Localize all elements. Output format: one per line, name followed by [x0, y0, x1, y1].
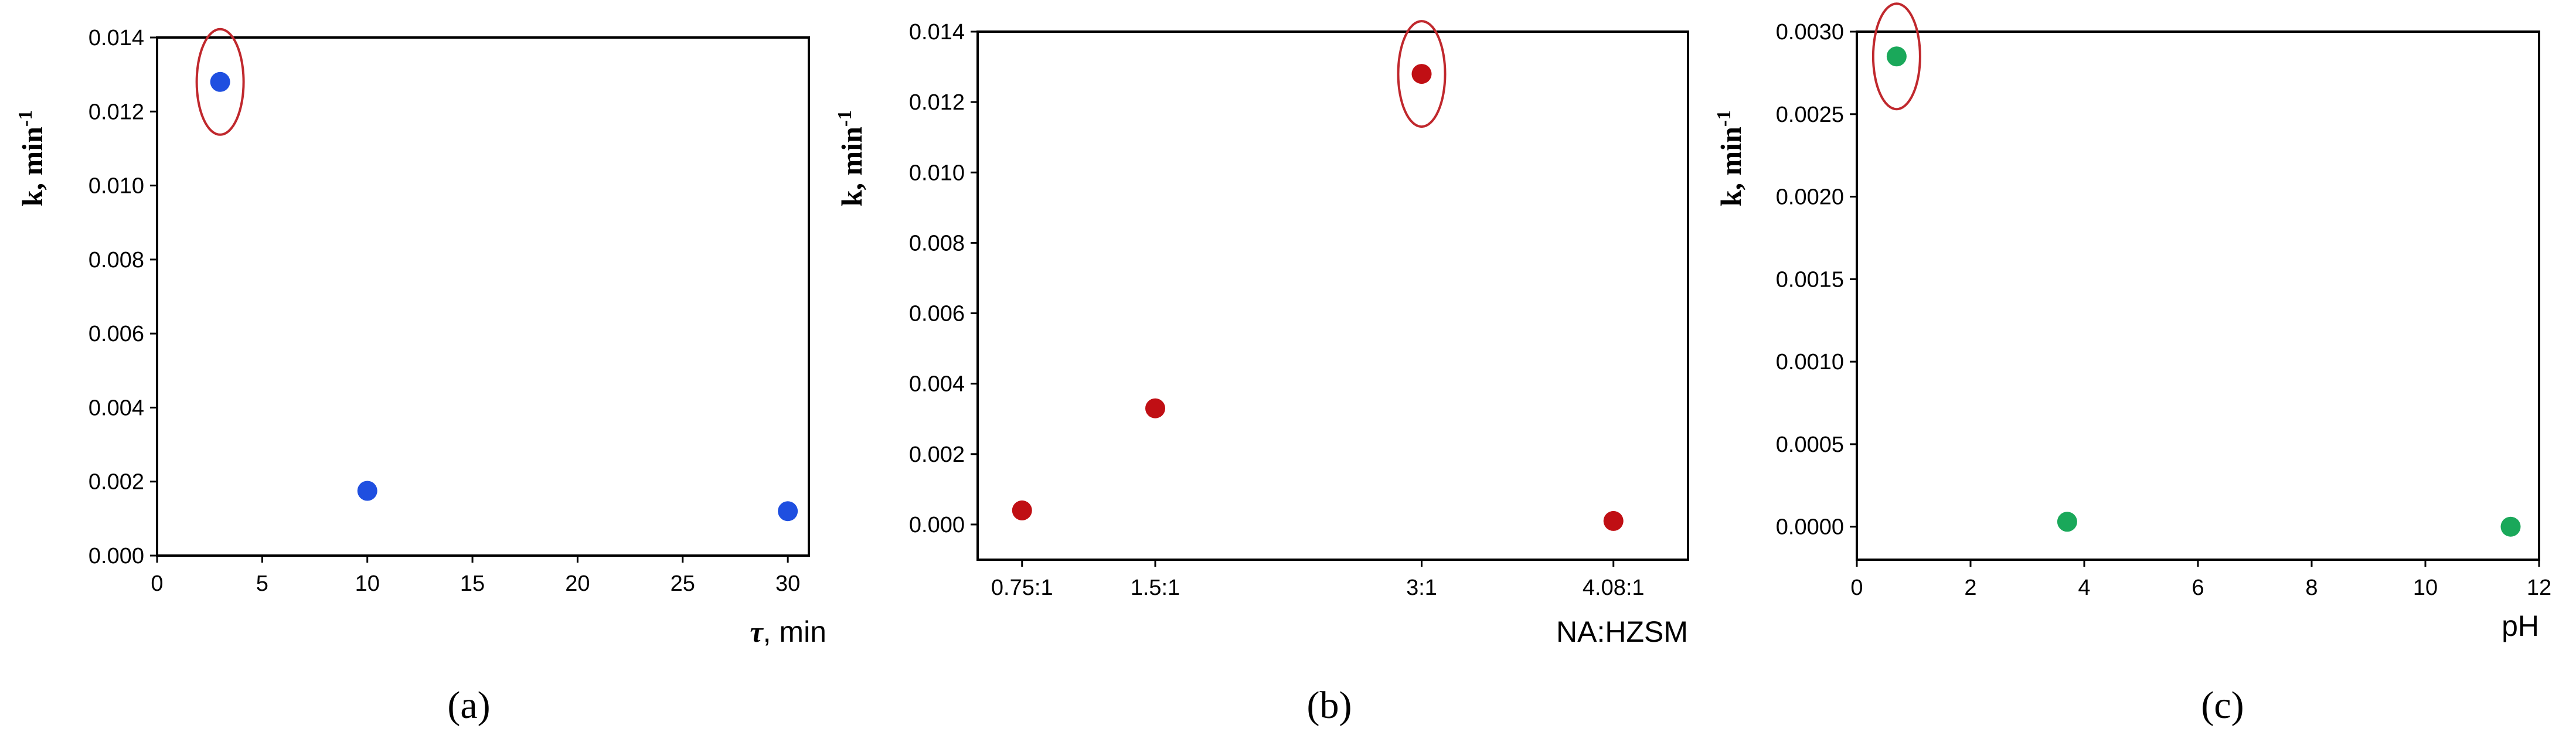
x-tick-label: 0.75:1: [991, 576, 1053, 600]
x-tick-label: 30: [775, 571, 800, 596]
x-axis-label-text: , min: [763, 615, 826, 648]
y-tick-label: 0.0000: [1776, 515, 1844, 540]
chart-panel-a: 0.000 0.002 0.004 0.006 0.008 0.010 0.012 0.014…: [15, 26, 826, 727]
y-axis-label: k, min-1: [1713, 110, 1747, 207]
data-point: [1145, 398, 1165, 418]
chart-panel-c: 0.0000 0.0005 0.0010 0.0015 0.0020 0.0025 0.00…: [1713, 2, 2551, 727]
panel-label: (c): [2201, 684, 2244, 727]
x-tick-label: 8: [2305, 576, 2318, 600]
x-tick-label: 2: [1964, 576, 1976, 600]
data-point: [357, 481, 377, 501]
y-tick-label: 0.012: [909, 90, 965, 115]
y-tick-label: 0.010: [89, 174, 144, 199]
y-axis-label: k, min-1: [15, 110, 49, 207]
data-point: [1012, 500, 1032, 520]
plot-frame: [1856, 30, 2540, 561]
data-point: [1886, 46, 1907, 67]
y-axis-label-superscript: -1: [834, 110, 856, 127]
x-axis-label: pH: [2502, 610, 2539, 642]
y-tick-label: 0.006: [89, 322, 144, 346]
highlight-ellipse: [1397, 20, 1447, 128]
y-tick-label: 0.004: [909, 372, 965, 397]
data-point: [210, 72, 230, 92]
y-axis-label-main: k, min: [1714, 127, 1747, 206]
y-axis-label-superscript: -1: [15, 110, 36, 127]
y-tick-label: 0.000: [909, 513, 965, 537]
data-point: [778, 501, 798, 522]
y-tick-label: 0.0010: [1776, 350, 1844, 374]
x-tick-label: 4.08:1: [1583, 576, 1645, 600]
y-tick-label: 0.000: [89, 544, 144, 568]
y-tick-label: 0.0005: [1776, 433, 1844, 457]
y-tick-label: 0.004: [89, 396, 144, 420]
x-tick-label: 20: [565, 571, 590, 596]
x-axis-label: τ, min: [750, 615, 826, 648]
highlight-ellipse: [1871, 2, 1921, 111]
x-tick-label: 15: [460, 571, 485, 596]
x-tick-label: 4: [2078, 576, 2090, 600]
x-tick-label: 0: [1850, 576, 1863, 600]
x-tick-label: 6: [2192, 576, 2204, 600]
y-axis-label-main: k, min: [16, 127, 49, 206]
y-tick-label: 0.002: [909, 442, 965, 467]
x-tick-label: 0: [151, 571, 163, 596]
plot-frame: [156, 36, 810, 557]
x-tick-label: 25: [671, 571, 695, 596]
highlight-ellipse: [195, 28, 245, 136]
chart-panel-b: 0.000 0.002 0.004 0.006 0.008 0.010 0.012 0.014…: [834, 20, 1689, 727]
data-point: [1411, 64, 1432, 84]
y-tick-label: 0.008: [909, 231, 965, 256]
y-tick-label: 0.006: [909, 302, 965, 326]
x-axis-label-symbol: τ: [750, 615, 764, 648]
x-tick-label: 1.5:1: [1131, 576, 1180, 600]
y-tick-label: 0.0030: [1776, 20, 1844, 45]
y-tick-label: 0.0025: [1776, 103, 1844, 127]
plot-frame: [976, 30, 1689, 561]
y-axis-label: k, min-1: [834, 110, 868, 207]
y-tick-label: 0.010: [909, 161, 965, 185]
y-tick-label: 0.012: [89, 100, 144, 124]
panel-label: (b): [1307, 684, 1352, 727]
data-point: [2500, 516, 2521, 537]
x-axis-label: NA:HZSM: [1556, 615, 1688, 648]
y-tick-label: 0.014: [909, 20, 965, 45]
y-tick-label: 0.0020: [1776, 185, 1844, 210]
x-tick-label: 5: [256, 571, 268, 596]
y-tick-label: 0.014: [89, 26, 144, 50]
y-tick-label: 0.008: [89, 248, 144, 273]
x-tick-label: 10: [2413, 576, 2438, 600]
panel-label: (a): [447, 684, 490, 727]
y-tick-label: 0.0015: [1776, 267, 1844, 292]
y-tick-label: 0.002: [89, 470, 144, 495]
x-tick-label: 3:1: [1406, 576, 1437, 600]
data-point: [1603, 510, 1624, 531]
y-axis-label-superscript: -1: [1713, 110, 1735, 127]
x-tick-label: 12: [2527, 576, 2551, 600]
x-tick-label: 10: [355, 571, 380, 596]
data-point: [2057, 512, 2077, 532]
y-axis-label-main: k, min: [835, 127, 868, 206]
